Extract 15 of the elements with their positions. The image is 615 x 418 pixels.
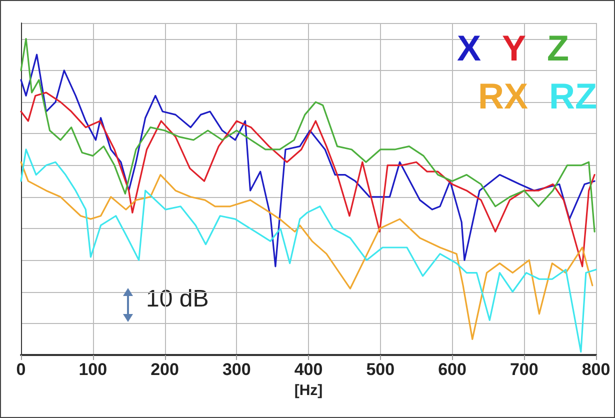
- x-axis-title: [Hz]: [294, 382, 323, 399]
- x-tick-label: 0: [16, 360, 26, 379]
- x-tick-label: 300: [222, 360, 251, 379]
- x-tick-label: 100: [78, 360, 108, 379]
- x-tick-label: 200: [150, 360, 179, 379]
- text: RZ: [549, 76, 598, 116]
- text: RX: [478, 76, 528, 116]
- x-tick-label: 400: [294, 360, 323, 379]
- text: Y: [502, 28, 526, 68]
- x-tick-label: 600: [438, 360, 466, 379]
- x-tick-label: 800: [582, 360, 610, 379]
- text: X: [456, 28, 481, 68]
- text: Z: [547, 28, 570, 68]
- x-tick-label: 500: [366, 360, 395, 379]
- x-tick-label: 700: [510, 360, 538, 379]
